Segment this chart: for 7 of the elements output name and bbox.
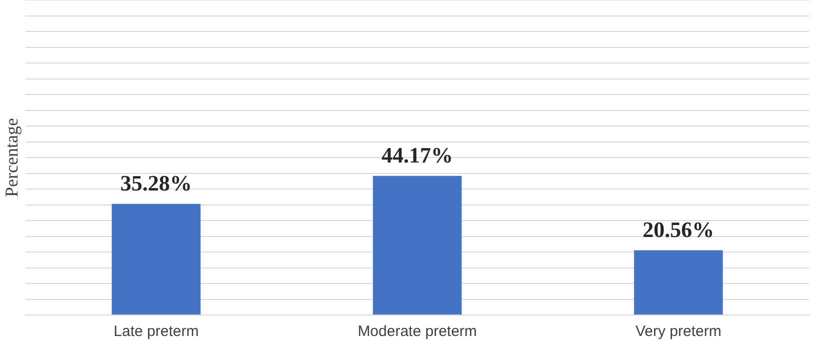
data-label: 20.56% <box>642 216 714 242</box>
data-label: 44.17% <box>382 142 454 168</box>
x-tick-label: Moderate preterm <box>358 323 477 340</box>
data-label: 35.28% <box>120 170 192 196</box>
x-tick-label: Late preterm <box>114 323 199 340</box>
x-tick-label: Very preterm <box>635 323 722 340</box>
y-axis-title: Percentage <box>2 118 22 197</box>
